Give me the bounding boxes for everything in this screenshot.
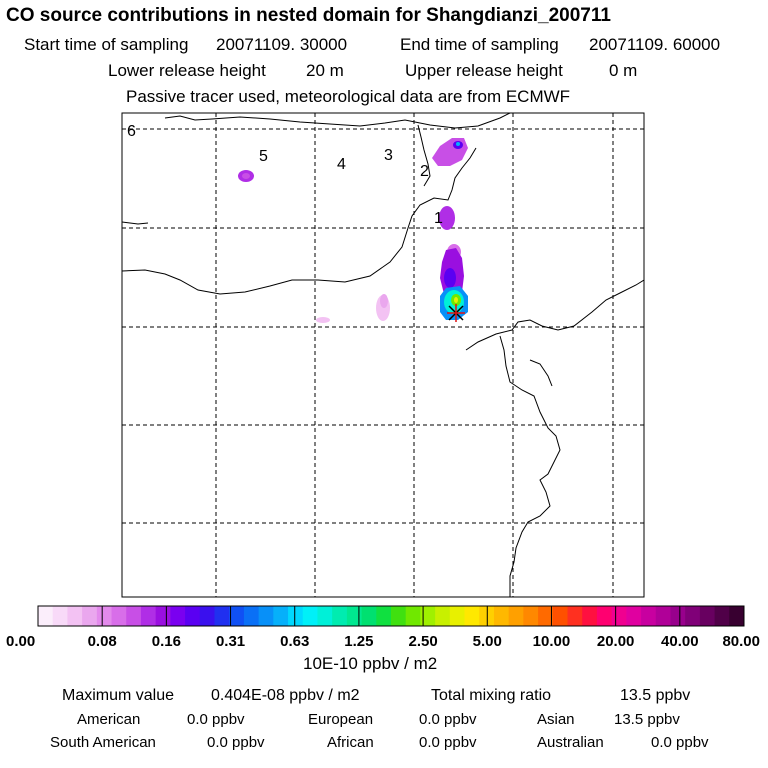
colorbar-tick-label: 20.00: [597, 633, 635, 650]
region-value-african: 0.0 ppbv: [419, 734, 477, 751]
tracer-note: Passive tracer used, meteorological data…: [126, 87, 571, 106]
end-time-value: 20071109. 60000: [589, 35, 721, 54]
region-value-american: 0.0 ppbv: [187, 711, 245, 728]
plot-title: CO source contributions in nested domain…: [6, 5, 611, 26]
colorbar-tick-label: 5.00: [473, 633, 502, 650]
age-label-3: 3: [384, 147, 393, 164]
total-mixing-label: Total mixing ratio: [431, 687, 552, 704]
coastlines: [122, 113, 644, 597]
colorbar-tick-label: 1.25: [344, 633, 373, 650]
colorbar-tick-label: 0.63: [280, 633, 309, 650]
upper-height-label: Upper release height: [405, 61, 563, 80]
colorbar-tick-label: 0.00: [6, 633, 35, 650]
end-time-label: End time of sampling: [400, 35, 559, 54]
region-name-european: European: [308, 711, 374, 728]
age-label-6: 6: [127, 123, 136, 140]
age-label-1: 1: [434, 210, 443, 227]
region-name-australian: Australian: [537, 734, 604, 751]
map-panel: 1 2 3 4 5 6: [121, 112, 645, 598]
region-name-south-american: South American: [50, 734, 156, 751]
region-value-south-american: 0.0 ppbv: [207, 734, 265, 751]
colorbar-tick-label: 2.50: [408, 633, 437, 650]
map-frame: [122, 113, 644, 597]
age-label-2: 2: [420, 163, 429, 180]
lower-height-value: 20 m: [306, 61, 344, 80]
lower-height-label: Lower release height: [108, 61, 266, 80]
region-value-european: 0.0 ppbv: [419, 711, 477, 728]
co-plume: [238, 138, 468, 323]
colorbar-tick-label: 80.00: [722, 633, 760, 650]
age-label-5: 5: [259, 148, 268, 165]
colorbar-tick-label: 0.31: [216, 633, 245, 650]
colorbar-tick-label: 40.00: [661, 633, 699, 650]
region-name-asian: Asian: [537, 711, 575, 728]
region-name-african: African: [327, 734, 374, 751]
lat-lon-grid: [122, 113, 644, 597]
colorbar-unit: 10E-10 ppbv / m2: [303, 654, 438, 673]
colorbar-tick-label: 0.08: [88, 633, 117, 650]
station-cross-icon: [447, 304, 465, 322]
colorbar-tick-label: 10.00: [533, 633, 571, 650]
upper-height-value: 0 m: [609, 61, 638, 80]
start-time-value: 20071109. 30000: [216, 35, 348, 54]
total-mixing-value: 13.5 ppbv: [620, 687, 691, 704]
region-value-australian: 0.0 ppbv: [651, 734, 709, 751]
region-name-american: American: [77, 711, 141, 728]
max-value-label: Maximum value: [62, 687, 175, 704]
start-time-label: Start time of sampling: [24, 35, 189, 54]
region-value-asian: 13.5 ppbv: [614, 711, 680, 728]
max-value: 0.404E-08 ppbv / m2: [211, 687, 360, 704]
map-border: [121, 112, 645, 598]
colorbar-tick-label: 0.16: [152, 633, 181, 650]
age-label-4: 4: [337, 156, 346, 173]
